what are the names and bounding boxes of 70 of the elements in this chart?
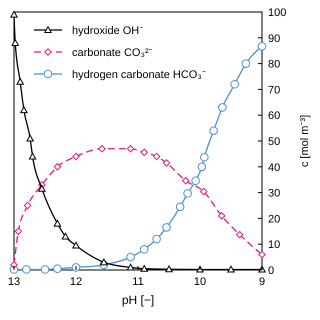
y-tick-label: 0 <box>268 265 274 277</box>
point <box>230 80 240 89</box>
point <box>140 245 148 254</box>
point <box>209 126 218 135</box>
y-tick-label: 80 <box>268 58 280 71</box>
y-tick-label: 10 <box>268 239 280 252</box>
point <box>176 202 184 212</box>
y-tick-label: 50 <box>268 136 280 148</box>
point <box>200 188 208 196</box>
point <box>242 59 250 68</box>
point <box>14 228 22 235</box>
point <box>10 10 18 18</box>
point <box>198 162 206 172</box>
point <box>54 163 62 170</box>
y-tick-label: 70 <box>268 84 280 96</box>
point <box>12 39 19 46</box>
point <box>26 134 34 142</box>
point <box>62 232 70 240</box>
point <box>236 230 244 238</box>
point <box>182 177 190 184</box>
point <box>10 261 18 269</box>
point <box>191 176 200 186</box>
point <box>38 185 46 192</box>
point <box>165 266 173 272</box>
y-tick-label: 20 <box>268 213 280 226</box>
point <box>258 42 266 51</box>
point <box>162 159 170 167</box>
point <box>72 152 80 160</box>
point <box>200 152 209 162</box>
point <box>152 234 161 244</box>
point <box>100 258 108 266</box>
y-tick-label: 40 <box>268 162 280 174</box>
point <box>28 152 36 160</box>
point <box>72 242 80 249</box>
point <box>24 202 32 210</box>
point <box>16 78 24 85</box>
x-tick-label: 11 <box>132 276 144 288</box>
legend-label: carbonate CO₃²⁻ <box>72 47 153 59</box>
legend-label: hydrogen carbonate HCO₃⁻ <box>72 69 206 81</box>
point <box>126 264 134 270</box>
point <box>196 266 204 273</box>
point <box>218 212 226 220</box>
point <box>20 106 28 114</box>
x-tick-label: 13 <box>8 276 20 288</box>
point <box>126 252 135 262</box>
y-axis-title: c [mol m⁻³] <box>299 114 311 168</box>
point <box>126 145 134 152</box>
point <box>258 250 266 258</box>
y-tick-label: 90 <box>268 32 280 45</box>
point <box>227 266 235 273</box>
point <box>218 103 227 112</box>
point <box>22 265 31 274</box>
legend-label: hydroxide OH⁻ <box>72 25 144 37</box>
y-tick-label: 60 <box>268 110 280 122</box>
point <box>162 223 171 232</box>
point <box>53 264 62 274</box>
y-tick-label: 30 <box>268 188 280 200</box>
x-tick-label: 10 <box>194 276 206 288</box>
x-tick-label: 9 <box>258 276 266 288</box>
point <box>140 148 148 156</box>
point <box>40 265 50 274</box>
point <box>72 263 80 272</box>
point <box>152 152 160 160</box>
point <box>140 265 148 272</box>
point <box>54 220 62 227</box>
point <box>183 189 192 198</box>
x-axis-title: pH [−] <box>122 293 154 307</box>
point <box>98 145 106 152</box>
x-tick-label: 12 <box>70 276 82 288</box>
y-tick-label: 100 <box>268 7 286 19</box>
